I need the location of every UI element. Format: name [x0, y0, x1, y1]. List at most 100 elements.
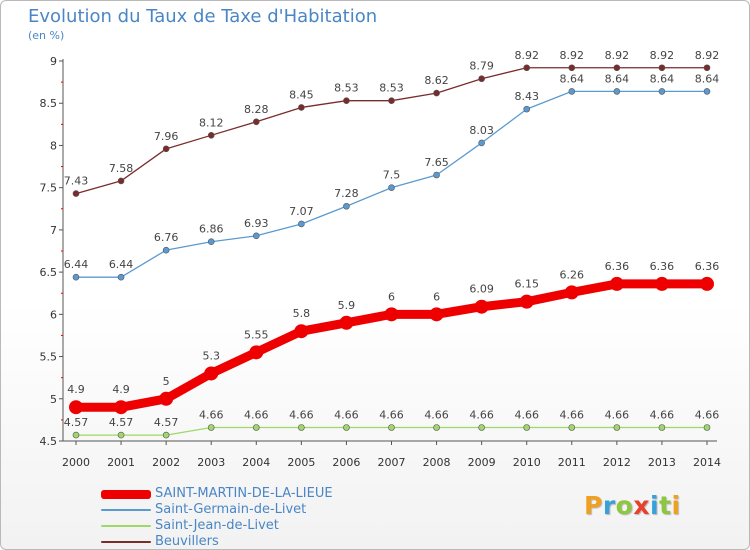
saint-germain-data-label: 7.28	[334, 187, 359, 200]
saint-germain-data-label: 6.44	[64, 258, 89, 271]
beuvillers-point	[162, 145, 170, 153]
beuvillers-data-label: 8.92	[560, 49, 585, 62]
beuvillers-point	[388, 97, 395, 104]
logo-letter: x	[633, 491, 650, 520]
saint-martin-data-label: 6	[433, 290, 440, 303]
saint-germain-point	[433, 171, 440, 179]
saint-jean-data-label: 4.57	[64, 416, 89, 429]
beuvillers-data-label: 8.92	[514, 49, 539, 62]
saint-germain-data-label: 6.93	[244, 217, 269, 230]
beuvillers-point	[207, 132, 215, 139]
saint-jean-point	[252, 424, 260, 431]
saint-jean-data-label: 4.66	[244, 408, 269, 421]
saint-martin-data-label: 4.9	[112, 383, 130, 396]
saint-germain-point	[207, 238, 215, 246]
saint-jean-data-label: 4.66	[199, 408, 224, 421]
logo-letter: P	[584, 491, 603, 520]
saint-martin-point	[700, 276, 714, 291]
saint-martin-point	[654, 276, 669, 291]
saint-jean-point	[207, 424, 215, 431]
legend-label: Beuvillers	[155, 534, 219, 549]
x-tick-label: 2011	[558, 456, 586, 469]
saint-germain-point	[343, 202, 350, 210]
x-tick-label: 2005	[287, 456, 315, 469]
saint-martin-point	[474, 299, 489, 314]
beuvillers-data-label: 8.79	[469, 60, 494, 73]
saint-martin-point	[114, 400, 129, 415]
saint-jean-data-label: 4.57	[154, 416, 179, 429]
legend-swatch	[101, 489, 151, 499]
x-tick-label: 2004	[242, 456, 270, 469]
legend-label: Saint-Germain-de-Livet	[155, 502, 307, 517]
y-tick-label: 6.5	[40, 266, 58, 279]
saint-germain-point	[72, 273, 80, 281]
y-tick-label: 7.5	[40, 182, 58, 195]
saint-martin-point	[159, 391, 174, 406]
saint-martin-point	[384, 307, 399, 322]
saint-jean-point	[298, 424, 305, 431]
saint-jean-data-label: 4.66	[424, 408, 449, 421]
y-tick-label: 9	[50, 55, 57, 68]
saint-jean-data-label: 4.66	[289, 408, 314, 421]
beuvillers-point	[343, 97, 350, 104]
saint-jean-point	[162, 431, 170, 439]
legend-label: SAINT-MARTIN-DE-LA-LIEUE	[155, 486, 333, 501]
saint-germain-data-label: 7.07	[289, 205, 314, 218]
saint-germain-point	[388, 184, 395, 191]
beuvillers-point	[252, 118, 260, 126]
saint-jean-point	[703, 424, 711, 431]
x-tick-label: 2012	[603, 456, 631, 469]
chart-unit: (en %)	[28, 29, 65, 42]
saint-germain-data-label: 8.64	[695, 72, 720, 85]
legend-swatch	[101, 525, 151, 527]
beuvillers-data-label: 8.62	[424, 74, 449, 87]
beuvillers-data-label: 8.53	[334, 82, 359, 95]
saint-jean-data-label: 4.66	[605, 408, 630, 421]
saint-martin-data-label: 6.36	[605, 260, 630, 273]
beuvillers-point	[433, 89, 440, 97]
saint-martin-point	[204, 366, 219, 381]
saint-germain-data-label: 6.76	[154, 231, 179, 244]
saint-jean-data-label: 4.66	[650, 408, 675, 421]
saint-germain-data-label: 8.64	[650, 72, 675, 85]
saint-germain-data-label: 6.86	[199, 223, 224, 236]
saint-martin-data-label: 5.55	[244, 328, 269, 341]
saint-martin-point	[429, 307, 444, 322]
saint-jean-data-label: 4.57	[109, 416, 134, 429]
legend-label: Saint-Jean-de-Livet	[155, 518, 279, 533]
saint-martin-data-label: 5	[163, 375, 170, 388]
saint-martin-data-label: 6.36	[650, 260, 675, 273]
y-tick-label: 8	[50, 139, 57, 152]
beuvillers-point	[478, 75, 485, 83]
x-tick-label: 2010	[513, 456, 541, 469]
beuvillers-data-label: 8.92	[650, 49, 675, 62]
x-tick-label: 2001	[107, 456, 135, 469]
beuvillers-point	[72, 190, 80, 197]
saint-germain-point	[162, 246, 170, 254]
saint-germain-data-label: 8.64	[560, 72, 585, 85]
logo-letter: t	[659, 491, 672, 520]
beuvillers-data-label: 8.92	[605, 49, 630, 62]
x-tick-label: 2002	[152, 456, 180, 469]
saint-germain-point	[703, 88, 711, 95]
saint-germain-point	[523, 105, 531, 113]
saint-jean-point	[613, 424, 621, 431]
legend-swatch	[101, 541, 151, 543]
beuvillers-data-label: 7.96	[154, 130, 179, 143]
saint-germain-point	[298, 220, 305, 228]
beuvillers-data-label: 8.92	[695, 49, 720, 62]
saint-martin-data-label: 5.9	[338, 299, 356, 312]
saint-germain-point	[478, 139, 485, 147]
saint-germain-point	[117, 273, 125, 281]
saint-jean-point	[117, 431, 125, 439]
x-tick-label: 2014	[693, 456, 721, 469]
x-tick-label: 2006	[332, 456, 360, 469]
saint-jean-data-label: 4.66	[469, 408, 494, 421]
x-tick-label: 2009	[468, 456, 496, 469]
x-tick-label: 2008	[423, 456, 451, 469]
y-tick-label: 8.5	[40, 97, 58, 110]
saint-jean-point	[433, 424, 440, 431]
beuvillers-data-label: 8.45	[289, 88, 314, 101]
